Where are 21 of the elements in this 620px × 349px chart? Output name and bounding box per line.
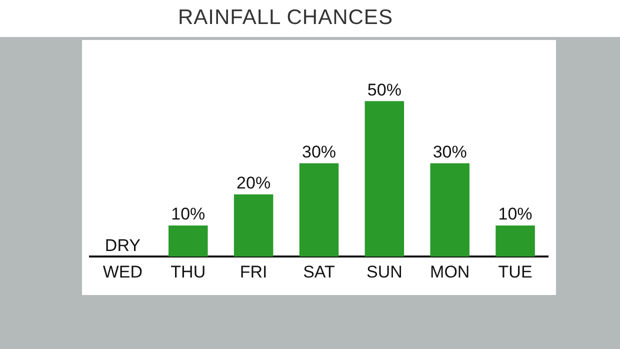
bar: [168, 226, 208, 257]
data-label: 30%: [432, 142, 467, 162]
data-label: 30%: [302, 142, 336, 162]
x-tick-label: WED: [102, 262, 143, 282]
x-tick-label: FRI: [240, 262, 268, 282]
x-tick-label: SUN: [366, 262, 402, 282]
bar: [430, 163, 470, 257]
data-label: DRY: [104, 236, 141, 255]
x-tick-label: THU: [170, 262, 206, 282]
x-tick-label: MON: [430, 262, 470, 282]
bar: [299, 163, 339, 257]
bar: [496, 226, 535, 257]
data-label: 50%: [367, 80, 402, 100]
data-label: 10%: [498, 204, 532, 224]
bar: [364, 101, 404, 257]
x-tick-label: TUE: [498, 262, 532, 282]
bar: [234, 194, 274, 257]
data-label: 10%: [171, 204, 206, 224]
data-label: 20%: [236, 174, 271, 193]
x-tick-label: SAT: [303, 262, 335, 282]
chart-title: RAINFALL CHANCES: [178, 6, 393, 30]
